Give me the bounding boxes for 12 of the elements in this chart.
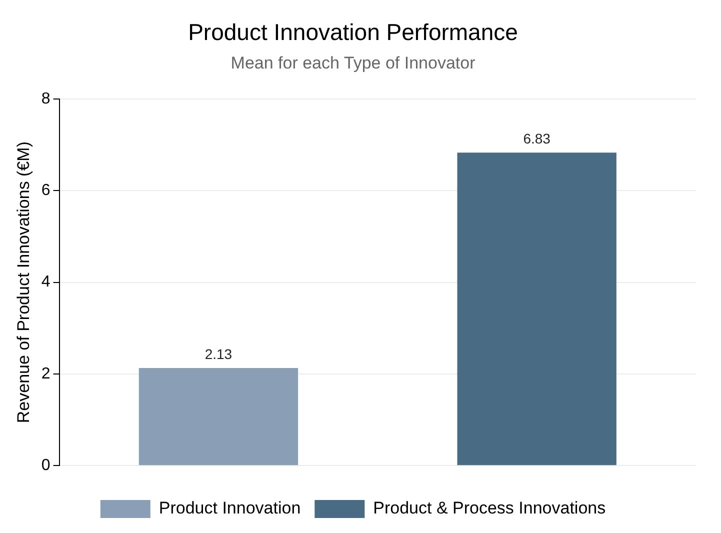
y-axis-title: Revenue of Product Innovations (€M) [14,141,33,424]
y-tick-label: 2 [41,365,50,382]
y-tick-label: 4 [41,274,50,291]
legend-label: Product & Process Innovations [373,498,606,518]
data-label: 6.83 [523,130,551,146]
chart-title: Product Innovation Performance [188,19,518,46]
legend-label: Product Innovation [158,498,301,518]
y-tick-label: 6 [41,182,50,200]
y-tick-label: 0 [41,457,50,474]
y-tick-label: 8 [41,90,50,108]
chart-subtitle: Mean for each Type of Innovator [230,53,476,72]
data-label: 2.13 [204,346,232,362]
